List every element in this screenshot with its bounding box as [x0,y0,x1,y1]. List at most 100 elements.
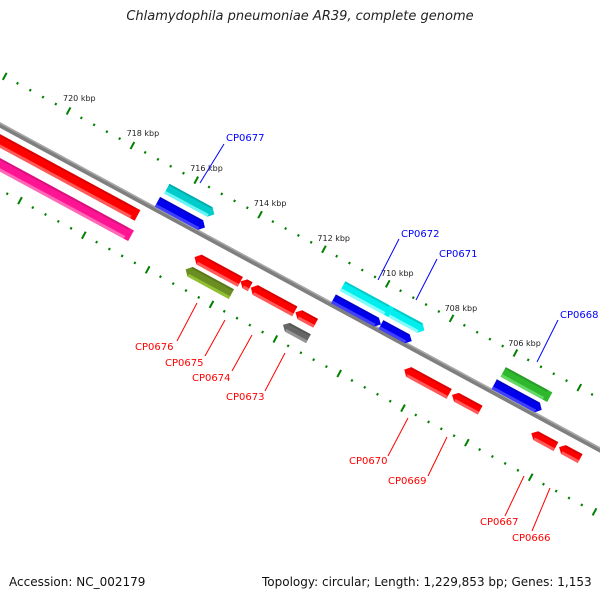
svg-text:CP0669: CP0669 [388,476,426,487]
gene-label-cp0669[interactable]: CP0669 [388,436,448,487]
gene-cp0676[interactable] [183,265,235,299]
gene-label-cp0671[interactable]: CP0671 [415,249,477,301]
minor-tick [335,254,339,258]
svg-text:CP0668: CP0668 [560,310,598,321]
gene-fragment[interactable] [293,308,319,328]
gene-cp0677-cds[interactable] [164,183,217,219]
kbp-label: 712 kbp [317,234,350,243]
minor-tick [107,247,111,251]
gene-label-cp0673[interactable]: CP0673 [226,352,286,403]
kbp-label: 716 kbp [190,164,223,173]
gene-label-cp0674[interactable]: CP0674 [192,334,253,384]
backbone-highlight [0,94,600,477]
minor-tick [360,268,364,272]
minor-tick [552,372,556,376]
gene-label-cp0672[interactable]: CP0672 [377,229,439,281]
minor-tick [350,378,354,382]
gene-label-cp0668[interactable]: CP0668 [536,310,598,363]
gene-bar[interactable] [0,103,141,221]
gene-cp0674[interactable] [248,283,298,317]
minor-tick [16,81,19,85]
minor-tick [348,261,351,265]
major-tick [384,279,391,288]
gene-label-cp0677[interactable]: CP0677 [199,133,264,184]
minor-tick [526,358,530,362]
minor-tick [105,130,109,134]
minor-tick [54,102,58,106]
svg-text:CP0674: CP0674 [192,373,230,384]
minor-tick [324,365,328,369]
major-tick [193,176,200,185]
gene-cp0671[interactable] [388,307,427,335]
gene-cp0666[interactable] [557,443,583,463]
gene-cp0672[interactable] [340,281,394,318]
minor-tick [184,289,188,293]
gene-label-cp0675[interactable]: CP0675 [165,319,226,369]
major-tick [272,334,279,343]
minor-tick [69,226,73,230]
kbp-label: 708 kbp [445,304,478,313]
gene-fragment[interactable] [238,277,253,292]
gene-cp0668[interactable] [500,367,553,402]
accession-text: Accession: NC_002179 [9,575,146,589]
minor-tick [490,454,494,459]
map-title: Chlamydophila pneumoniae AR39, complete … [126,9,474,24]
kbp-label: 714 kbp [254,199,287,208]
minor-tick [424,303,428,307]
minor-tick [261,330,265,334]
minor-tick [284,226,288,231]
kbp-label: 706 kbp [508,339,541,348]
gene-cp0668-protein[interactable] [491,379,545,414]
features [0,103,583,463]
minor-tick [376,392,379,396]
major-tick [257,210,263,219]
minor-tick [207,185,211,189]
genome-stats-text: Topology: circular; Length: 1,229,853 bp… [262,575,592,589]
svg-text:CP0673: CP0673 [226,392,264,403]
minor-tick [462,323,466,327]
minor-tick [271,220,275,224]
minor-tick [427,420,431,424]
minor-tick [437,309,441,314]
kbp-labels: 720 kbp 718 kbp 716 kbp 714 kbp 712 kbp 710 k… [63,94,541,348]
minor-tick [439,427,443,431]
gene-label-cp0666[interactable]: CP0666 [512,487,550,544]
gene-cp0672-protein[interactable] [331,294,383,329]
major-tick [144,265,151,274]
gene-cp0669[interactable] [450,390,483,415]
gene-label-cp0667[interactable]: CP0667 [480,475,525,528]
gene-label-cp0670[interactable]: CP0670 [349,417,409,467]
minor-tick [296,233,300,237]
major-tick [321,245,327,254]
gene-cp0673[interactable] [281,320,311,344]
minor-tick [41,95,45,99]
minor-tick [452,434,456,438]
minor-tick [363,385,367,389]
gene-cp0667[interactable] [529,429,559,451]
minor-tick [248,323,252,327]
gene-cp0671-protein[interactable] [378,320,415,345]
minor-tick [503,461,507,465]
gene-cp0670[interactable] [402,365,452,399]
kbp-label: 720 kbp [63,94,96,103]
minor-tick [92,123,96,127]
minor-tick [133,261,137,265]
svg-text:CP0667: CP0667 [480,517,518,528]
gene-bar[interactable] [0,121,134,242]
svg-text:CP0677: CP0677 [226,133,264,144]
kbp-label: 710 kbp [381,269,414,278]
minor-tick [158,275,162,279]
minor-tick [222,309,226,313]
minor-tick [171,282,175,286]
minor-tick [56,219,60,223]
minor-tick [567,496,571,500]
gene-label-cp0676[interactable]: CP0676 [135,302,198,353]
gene-cp0677-protein[interactable] [154,196,208,232]
tick-rings [1,72,598,516]
minor-tick [299,351,303,355]
gene-cp0675[interactable] [192,252,243,287]
minor-tick [542,482,545,486]
